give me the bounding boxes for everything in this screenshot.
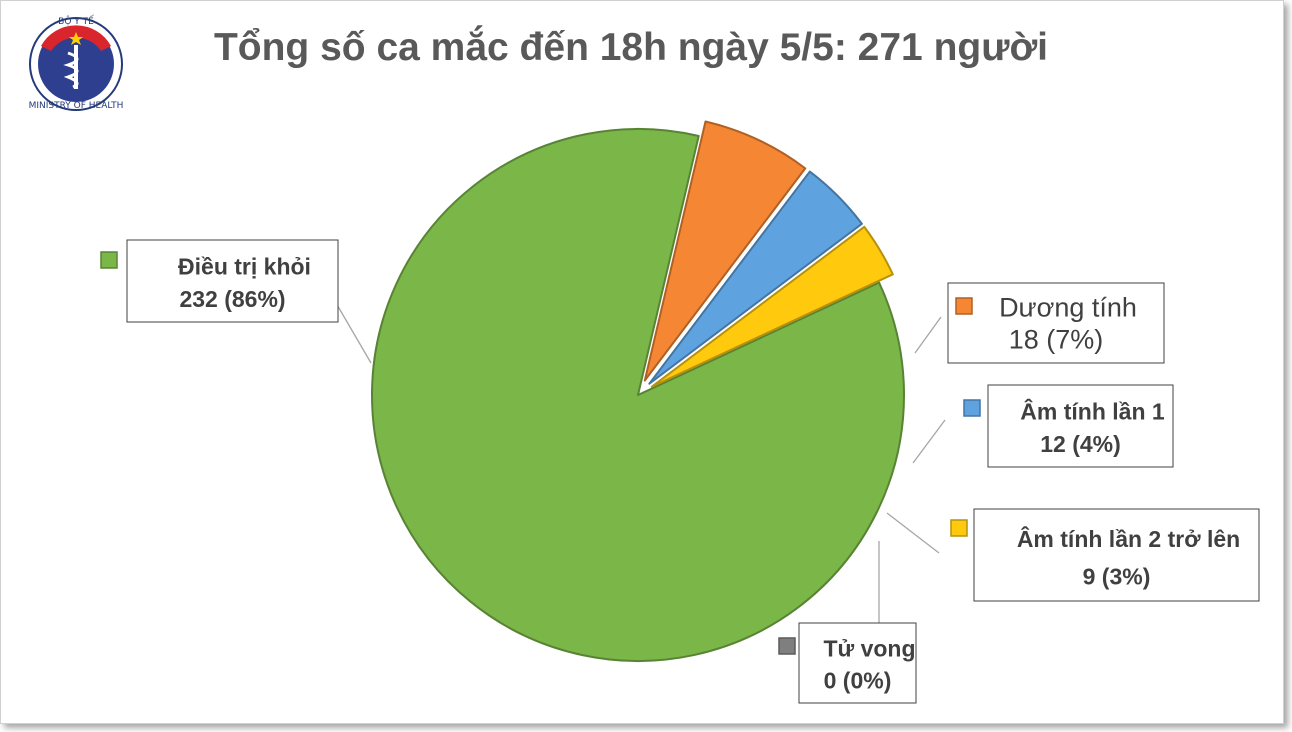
leader-am-tinh-lan-2 <box>886 512 940 554</box>
slice-dieu-tri-khoi <box>371 128 905 662</box>
label-dieu-tri-khoi: Điều trị khỏi 232 (86%) <box>100 239 339 323</box>
slice-am-tinh-lan-2 <box>650 225 894 388</box>
label-box-duong-tinh <box>947 282 1165 364</box>
slice-duong-tinh <box>643 120 807 382</box>
logo-bottom-text: MINISTRY OF HEALTH <box>29 101 124 111</box>
label-box-tu-vong <box>798 622 917 704</box>
label-am-tinh-lan-2: Âm tính lần 2 trở lên 9 (3%) <box>950 508 1260 602</box>
pie-slices <box>371 120 905 662</box>
ministry-of-health-logo: BỘ Y TẾ MINISTRY OF HEALTH <box>29 15 124 111</box>
logo-top-text: BỘ Y TẾ <box>58 15 94 27</box>
label-box-am-tinh-lan-1 <box>987 384 1174 468</box>
label-value-duong-tinh: 18 (7%) <box>1009 325 1104 355</box>
label-value-tu-vong: 0 (0%) <box>824 668 892 694</box>
label-name-am-tinh-lan-1: Âm tính lần 1 <box>1020 397 1165 424</box>
label-name-duong-tinh: Dương tính <box>999 293 1137 323</box>
legend-key-dieu-tri-khoi <box>100 251 118 269</box>
legend-key-tu-vong <box>778 637 796 655</box>
label-value-dieu-tri-khoi: 232 (86%) <box>179 286 285 312</box>
leader-duong-tinh <box>914 316 942 354</box>
label-name-am-tinh-lan-2: Âm tính lần 2 trở lên <box>1017 525 1240 552</box>
leader-am-tinh-lan-1 <box>912 419 946 464</box>
label-tu-vong: Tử vong 0 (0%) <box>778 622 917 704</box>
chart-title: Tổng số ca mắc đến 18h ngày 5/5: 271 ngư… <box>214 25 1048 69</box>
slice-am-tinh-lan-1 <box>648 170 863 385</box>
legend-key-duong-tinh <box>955 297 973 315</box>
label-name-dieu-tri-khoi: Điều trị khỏi <box>178 253 311 279</box>
legend-key-am-tinh-lan-2 <box>950 519 968 537</box>
label-name-tu-vong: Tử vong <box>823 636 915 662</box>
label-value-am-tinh-lan-1: 12 (4%) <box>1040 431 1121 457</box>
label-box-am-tinh-lan-2 <box>973 508 1260 602</box>
label-am-tinh-lan-1: Âm tính lần 1 12 (4%) <box>963 384 1174 468</box>
label-value-am-tinh-lan-2: 9 (3%) <box>1083 563 1151 589</box>
legend-key-am-tinh-lan-1 <box>963 399 981 417</box>
label-box-dieu-tri-khoi <box>126 239 339 323</box>
